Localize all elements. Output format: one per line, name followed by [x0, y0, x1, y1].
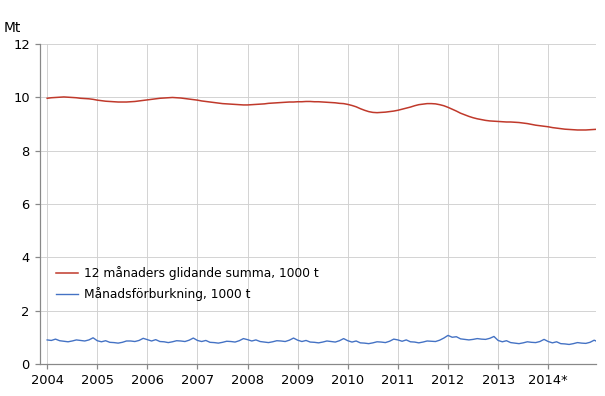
12 månaders glidande summa, 1000 t	[106, 99, 113, 104]
12 månaders glidande summa, 1000 t	[44, 96, 51, 101]
Legend: 12 månaders glidande summa, 1000 t, Månadsförburkning, 1000 t: 12 månaders glidande summa, 1000 t, Måna…	[51, 261, 324, 307]
12 månaders glidande summa, 1000 t	[302, 99, 310, 104]
12 månaders glidande summa, 1000 t	[524, 121, 531, 126]
Månadsförburkning, 1000 t	[586, 340, 594, 345]
Månadsförburkning, 1000 t	[298, 339, 306, 344]
Månadsförburkning, 1000 t	[102, 338, 110, 343]
Text: Mt: Mt	[4, 21, 21, 34]
12 månaders glidande summa, 1000 t	[586, 128, 594, 132]
12 månaders glidande summa, 1000 t	[257, 102, 264, 107]
Månadsförburkning, 1000 t	[44, 337, 51, 342]
Line: 12 månaders glidande summa, 1000 t: 12 månaders glidande summa, 1000 t	[47, 97, 605, 135]
Månadsförburkning, 1000 t	[524, 339, 531, 344]
12 månaders glidande summa, 1000 t	[60, 95, 68, 99]
Line: Månadsförburkning, 1000 t: Månadsförburkning, 1000 t	[47, 335, 605, 346]
Månadsförburkning, 1000 t	[445, 333, 452, 338]
Månadsförburkning, 1000 t	[252, 337, 260, 342]
